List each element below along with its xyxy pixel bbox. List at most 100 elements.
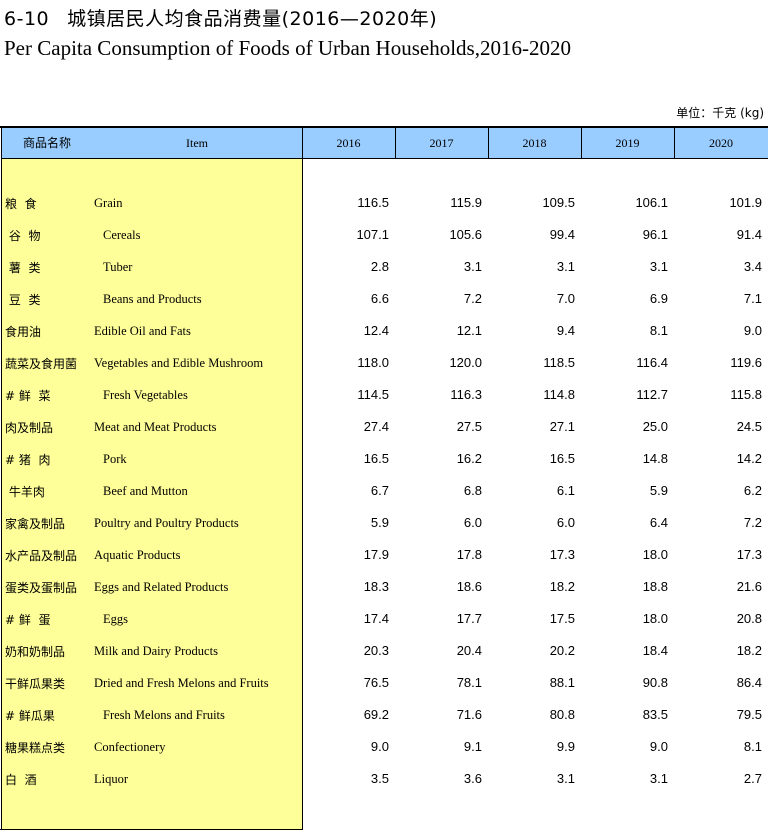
data-table: 商品名称 Item 2016 2017 2018 2019 2020 粮 食 Gr… xyxy=(0,126,768,830)
row-value-2016: 3.5 xyxy=(370,771,389,786)
row-label-cn: 白 酒 xyxy=(5,773,37,787)
row-value-2020: 119.6 xyxy=(730,355,762,370)
row-value-2017: 116.3 xyxy=(450,387,482,402)
row-label-cn: 谷 物 xyxy=(5,229,41,243)
table-header: 商品名称 Item 2016 2017 2018 2019 2020 xyxy=(2,128,768,159)
row-value-2016: 17.4 xyxy=(363,611,389,626)
left-rule xyxy=(1,126,2,830)
table-row: # 鲜 菜 Fresh Vegetables 114.5 116.3 114.8 112.… xyxy=(0,380,768,412)
row-value-2016: 6.6 xyxy=(370,291,389,306)
row-value-2019: 96.1 xyxy=(642,227,668,242)
row-value-2016: 69.2 xyxy=(363,707,389,722)
row-value-2019: 18.0 xyxy=(642,547,668,562)
top-rule xyxy=(0,126,768,128)
row-value-2019: 18.8 xyxy=(642,579,668,594)
row-value-2018: 114.8 xyxy=(543,387,575,402)
row-value-2017: 120.0 xyxy=(449,355,482,370)
table-row: 豆 类 Beans and Products 6.6 7.2 7.0 6.9 7.1 xyxy=(0,284,768,316)
row-label-en: Dried and Fresh Melons and Fruits xyxy=(94,676,269,690)
row-value-2019: 6.9 xyxy=(649,291,668,306)
header-year: 2020 xyxy=(709,136,733,150)
header-item: Item xyxy=(186,136,208,150)
row-label-cn: 薯 类 xyxy=(5,261,41,275)
row-value-2020: 7.2 xyxy=(743,515,762,530)
row-label-cn: 奶和奶制品 xyxy=(5,645,66,659)
row-value-2019: 5.9 xyxy=(649,483,668,498)
title-chinese: 城镇居民人均食品消费量(2016—2020年) xyxy=(67,8,438,30)
row-value-2018: 17.5 xyxy=(549,611,575,626)
row-value-2020: 115.8 xyxy=(730,387,762,402)
table-row: 谷 物 Cereals 107.1 105.6 99.4 96.1 91.4 xyxy=(0,220,768,252)
row-value-2018: 3.1 xyxy=(556,259,575,274)
row-label-en: Fresh Melons and Fruits xyxy=(103,708,225,722)
row-value-2016: 107.1 xyxy=(356,227,389,242)
row-value-2019: 14.8 xyxy=(642,451,668,466)
row-value-2017: 3.1 xyxy=(463,259,482,274)
table-row: 干鲜瓜果类 Dried and Fresh Melons and Fruits 76… xyxy=(0,668,768,700)
row-value-2020: 6.2 xyxy=(743,483,762,498)
row-value-2019: 9.0 xyxy=(649,739,668,754)
row-value-2019: 112.7 xyxy=(636,387,668,402)
row-label-en: Beef and Mutton xyxy=(103,484,188,498)
row-value-2020: 7.1 xyxy=(743,291,762,306)
row-value-2018: 118.5 xyxy=(543,355,575,370)
row-value-2018: 16.5 xyxy=(549,451,575,466)
row-label-cn: # 鲜瓜果 xyxy=(5,709,55,723)
row-label-en: Eggs xyxy=(103,612,128,626)
table-row: # 鲜 蛋 Eggs 17.4 17.7 17.5 18.0 20.8 xyxy=(0,604,768,636)
row-label-en: Pork xyxy=(103,452,127,466)
table-row: 家禽及制品 Poultry and Poultry Products 5.9 6.0 6… xyxy=(0,508,768,540)
row-value-2017: 6.8 xyxy=(463,483,482,498)
row-label-cn: 粮 食 xyxy=(5,197,37,211)
table-row: 奶和奶制品 Milk and Dairy Products 20.3 20.4 20.2… xyxy=(0,636,768,668)
table-row: 食用油 Edible Oil and Fats 12.4 12.1 9.4 8.1 9.0 xyxy=(0,316,768,348)
row-value-2020: 86.4 xyxy=(736,675,762,690)
row-label-en: Confectionery xyxy=(94,740,166,754)
row-value-2020: 3.4 xyxy=(743,259,762,274)
row-label-en: Grain xyxy=(94,196,123,210)
row-value-2020: 9.0 xyxy=(743,323,762,338)
row-label-cn: # 鲜 蛋 xyxy=(5,613,51,627)
row-value-2019: 83.5 xyxy=(642,707,668,722)
row-value-2020: 20.8 xyxy=(736,611,762,626)
row-label-en: Beans and Products xyxy=(103,292,202,306)
row-label-cn: # 鲜 菜 xyxy=(5,389,51,403)
table-row: 蛋类及蛋制品 Eggs and Related Products 18.3 18.6 1… xyxy=(0,572,768,604)
row-value-2017: 20.4 xyxy=(456,643,482,658)
row-value-2016: 116.5 xyxy=(357,195,389,210)
row-label-cn: 食用油 xyxy=(5,325,42,339)
row-label-cn: 糖果糕点类 xyxy=(5,741,66,755)
row-value-2018: 20.2 xyxy=(549,643,575,658)
table-row: 粮 食 Grain 116.5 115.9 109.5 106.1 101.9 xyxy=(0,188,768,220)
row-label-cn: 肉及制品 xyxy=(5,421,54,435)
row-value-2020: 101.9 xyxy=(729,195,762,210)
table-title-en: Per Capita Consumption of Foods of Urban… xyxy=(4,36,571,60)
row-value-2019: 6.4 xyxy=(649,515,668,530)
row-label-en: Milk and Dairy Products xyxy=(94,644,218,658)
row-label-en: Aquatic Products xyxy=(94,548,181,562)
row-label-cn: 蛋类及蛋制品 xyxy=(5,581,78,595)
header-name-cn: 商品名称 xyxy=(22,136,71,150)
row-value-2016: 27.4 xyxy=(363,419,389,434)
row-value-2016: 9.0 xyxy=(370,739,389,754)
row-value-2018: 17.3 xyxy=(549,547,575,562)
table-title-cn: 6-10 城镇居民人均食品消费量(2016—2020年) xyxy=(4,4,437,31)
row-value-2020: 21.6 xyxy=(736,579,762,594)
table-row: 肉及制品 Meat and Meat Products 27.4 27.5 27.1 25… xyxy=(0,412,768,444)
row-value-2016: 16.5 xyxy=(363,451,389,466)
table-row: 糖果糕点类 Confectionery 9.0 9.1 9.9 9.0 8.1 xyxy=(0,732,768,764)
row-value-2016: 2.8 xyxy=(370,259,389,274)
row-value-2018: 9.4 xyxy=(556,323,575,338)
row-label-cn: 家禽及制品 xyxy=(5,517,66,531)
row-label-en: Meat and Meat Products xyxy=(94,420,217,434)
row-label-en: Tuber xyxy=(103,260,133,274)
unit-label: 单位：千克 (kg) xyxy=(676,106,764,120)
row-value-2017: 78.1 xyxy=(456,675,482,690)
row-label-en: Cereals xyxy=(103,228,141,242)
column-rule xyxy=(302,126,303,830)
row-label-cn: 豆 类 xyxy=(5,293,41,307)
row-value-2017: 71.6 xyxy=(456,707,482,722)
row-label-en: Vegetables and Edible Mushroom xyxy=(94,356,264,370)
row-value-2018: 9.9 xyxy=(556,739,575,754)
row-value-2020: 24.5 xyxy=(736,419,762,434)
